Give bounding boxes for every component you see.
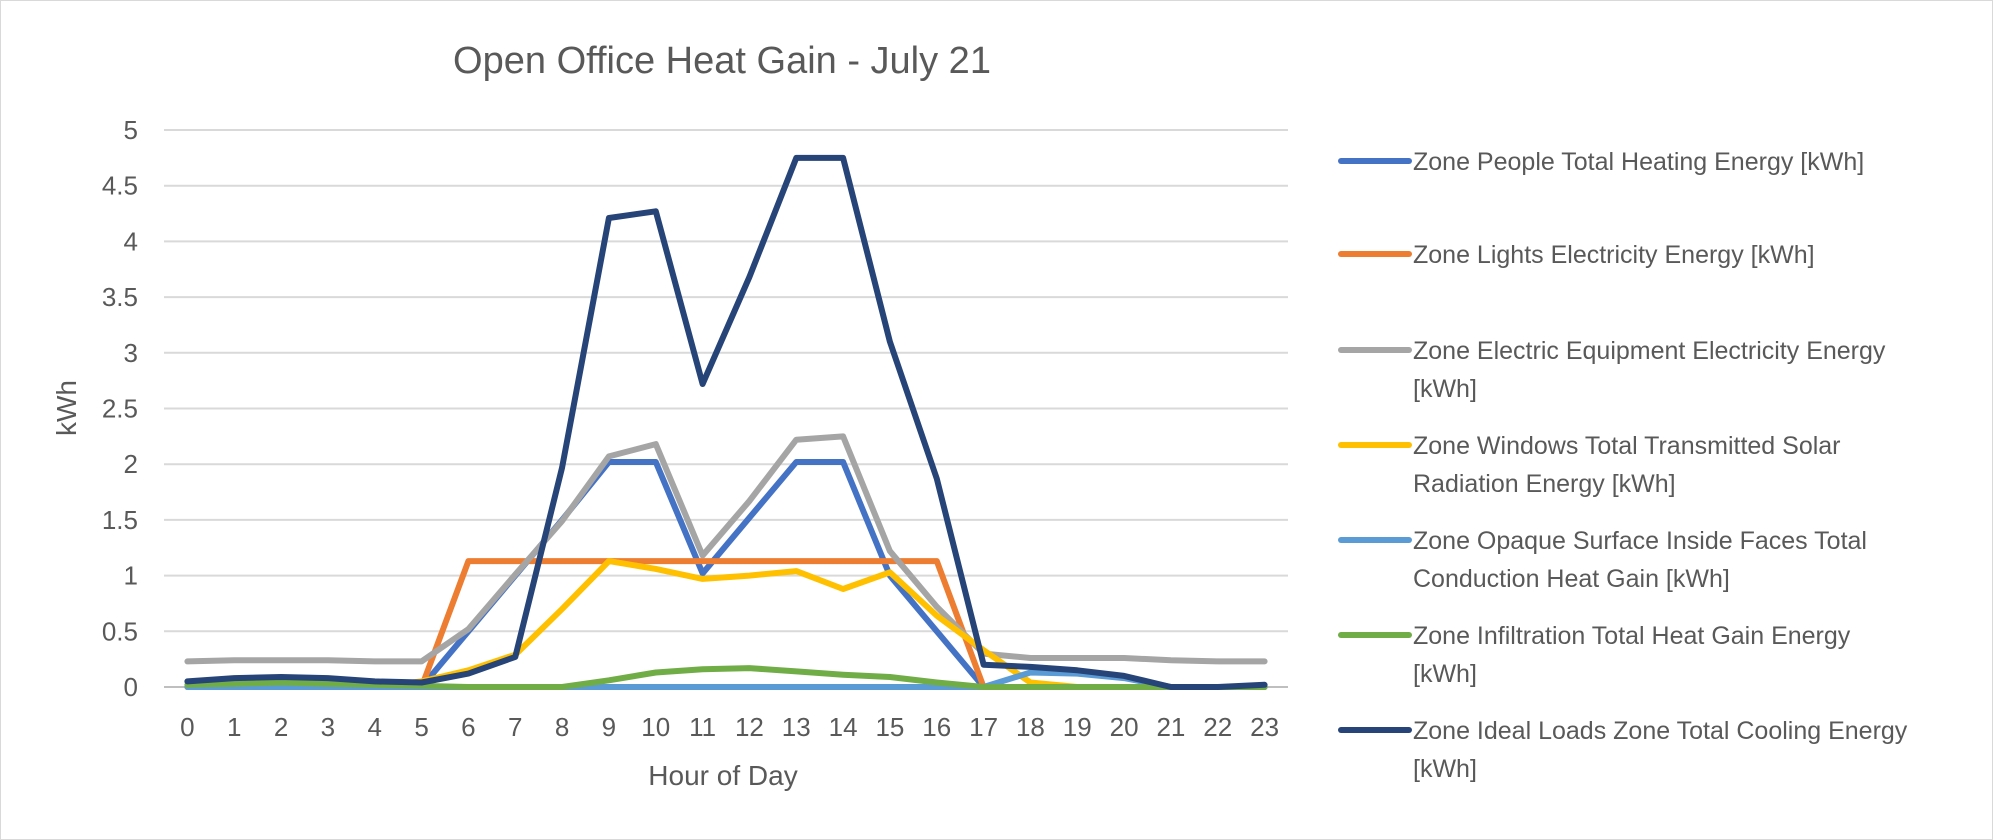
legend-entry: Zone People Total Heating Energy [kWh]: [1338, 148, 1864, 176]
x-tick-label: 17: [969, 712, 998, 742]
y-tick-label: 2: [124, 449, 138, 479]
x-tick-label: 22: [1203, 712, 1232, 742]
x-tick-label: 8: [555, 712, 569, 742]
y-tick-label: 5: [124, 115, 138, 145]
x-tick-label: 11: [689, 712, 716, 742]
x-tick-label: 12: [735, 712, 764, 742]
legend-entry: Zone Windows Total Transmitted Solar Radi…: [1338, 432, 1841, 498]
legend-entry: Zone Opaque Surface Inside Faces Total Co…: [1338, 527, 1867, 593]
x-tick-label: 14: [829, 712, 858, 742]
x-tick-label: 7: [508, 712, 522, 742]
y-tick-label: 0: [124, 672, 138, 702]
x-axis-ticks: 0 1 2 3 4 5 6 7 8 9 10 11 12 13 14 15 16 17 18 19 20 21 22 23: [180, 712, 1279, 742]
x-tick-label: 9: [602, 712, 616, 742]
x-axis-label: Hour of Day: [648, 760, 797, 791]
legend-entry: Zone Electric Equipment Electricity Ener…: [1338, 337, 1886, 403]
series-line-3: [184, 433, 1268, 665]
legend-label: Zone Opaque Surface Inside Faces Total: [1413, 527, 1867, 555]
x-tick-label: 2: [274, 712, 288, 742]
x-tick-label: 21: [1156, 712, 1185, 742]
legend-label: [kWh]: [1413, 375, 1477, 403]
legend-label: Zone Ideal Loads Zone Total Cooling Ener…: [1413, 717, 1908, 745]
x-tick-label: 5: [414, 712, 428, 742]
legend-entry: Zone Lights Electricity Energy [kWh]: [1338, 241, 1815, 269]
x-tick-label: 13: [782, 712, 811, 742]
x-tick-label: 23: [1250, 712, 1279, 742]
y-tick-label: 3.5: [102, 282, 138, 312]
legend-entry: Zone Ideal Loads Zone Total Cooling Ener…: [1338, 717, 1908, 783]
gridlines: [164, 129, 1288, 688]
x-tick-label: 1: [227, 712, 241, 742]
x-tick-label: 19: [1063, 712, 1092, 742]
legend-label: [kWh]: [1413, 755, 1477, 783]
series-line-6: [184, 665, 1268, 690]
y-tick-label: 1.5: [102, 505, 138, 535]
legend-label: [kWh]: [1413, 660, 1477, 688]
legend-label: Conduction Heat Gain [kWh]: [1413, 565, 1730, 593]
x-tick-label: 4: [368, 712, 382, 742]
legend-label: Zone Infiltration Total Heat Gain Energy: [1413, 622, 1851, 650]
y-tick-label: 0.5: [102, 616, 138, 646]
x-tick-label: 16: [922, 712, 951, 742]
series-lines: [184, 154, 1268, 690]
series-line-7: [184, 154, 1268, 690]
y-tick-label: 4: [124, 226, 138, 256]
y-tick-label: 4.5: [102, 171, 138, 201]
legend-label: Zone Windows Total Transmitted Solar: [1413, 432, 1841, 460]
y-tick-label: 2.5: [102, 394, 138, 424]
x-tick-label: 15: [875, 712, 904, 742]
y-tick-label: 1: [124, 561, 138, 591]
legend-label: Radiation Energy [kWh]: [1413, 470, 1676, 498]
y-axis-label: kWh: [51, 380, 82, 436]
x-tick-label: 6: [461, 712, 475, 742]
legend-label: Zone Electric Equipment Electricity Ener…: [1413, 337, 1886, 365]
y-axis-ticks: 0 0.5 1 1.5 2 2.5 3 3.5 4 4.5 5: [102, 115, 138, 702]
y-tick-label: 3: [124, 338, 138, 368]
x-tick-label: 20: [1110, 712, 1139, 742]
x-tick-label: 18: [1016, 712, 1045, 742]
legend-entry: Zone Infiltration Total Heat Gain Energy…: [1338, 622, 1851, 688]
legend-label: Zone Lights Electricity Energy [kWh]: [1413, 241, 1815, 269]
x-tick-label: 3: [321, 712, 335, 742]
chart-title: Open Office Heat Gain - July 21: [453, 40, 991, 82]
legend: Zone People Total Heating Energy [kWh] Zo…: [1338, 148, 1908, 783]
legend-label: Zone People Total Heating Energy [kWh]: [1413, 148, 1864, 176]
x-tick-label: 0: [180, 712, 194, 742]
x-tick-label: 10: [641, 712, 670, 742]
